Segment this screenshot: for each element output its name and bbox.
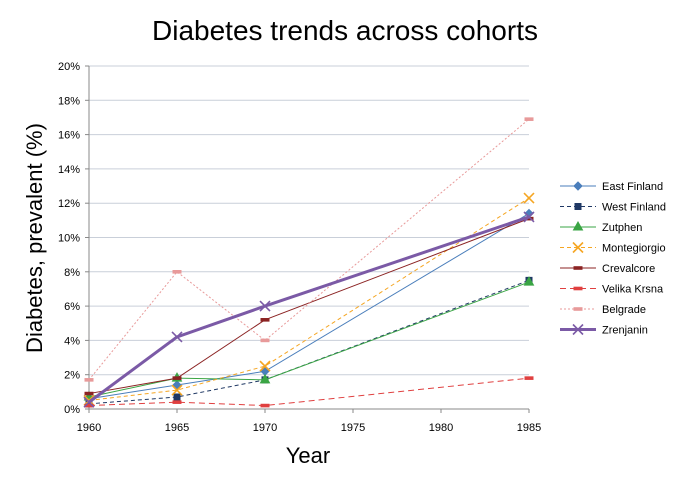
y-tick-label: 14% xyxy=(58,164,80,176)
series-lines xyxy=(83,117,535,408)
series-line xyxy=(88,279,530,405)
legend-marker xyxy=(573,181,583,191)
legend-label: Velika Krsna xyxy=(602,284,664,296)
data-point xyxy=(259,360,271,372)
axes: 0% 2% 4% 6% 8% 10% 12% 14% 16% 18% 20% 1960 1965 1970… xyxy=(58,61,541,434)
y-tick-label: 20% xyxy=(58,61,80,73)
grid-lines xyxy=(89,65,529,376)
y-tick-label: 4% xyxy=(64,335,80,347)
y-tick-label: 0% xyxy=(64,404,80,416)
marker-stroke xyxy=(171,331,183,343)
data-point xyxy=(523,276,535,286)
x-axis-title: Year xyxy=(286,443,330,468)
legend-item: West Finland xyxy=(560,202,666,214)
x-tick-label: 1965 xyxy=(165,422,189,434)
marker-stroke xyxy=(171,384,183,396)
legend-item: Zrenjanin xyxy=(560,323,648,337)
legend-marker xyxy=(573,307,583,311)
series-line xyxy=(88,218,530,395)
data-point xyxy=(171,384,183,396)
marker-stroke xyxy=(523,192,535,204)
y-tick-label: 8% xyxy=(64,267,80,279)
data-point xyxy=(524,216,534,221)
y-tick-label: 10% xyxy=(58,233,80,245)
legend-item: East Finland xyxy=(560,181,663,193)
legend-label: Montegiorgio xyxy=(602,243,666,255)
data-point xyxy=(173,393,181,401)
series-line xyxy=(88,281,530,398)
y-tick-label: 2% xyxy=(64,370,80,382)
x-tick-label: 1980 xyxy=(429,422,453,434)
series-line xyxy=(88,215,530,404)
series-line xyxy=(88,377,530,407)
data-point xyxy=(259,300,271,312)
legend-item: Belgrade xyxy=(560,304,646,316)
legend-marker xyxy=(572,323,584,336)
marker-stroke xyxy=(83,396,95,408)
data-point xyxy=(172,400,182,404)
series-west-finland xyxy=(85,276,533,408)
x-tick-label: 1960 xyxy=(77,422,101,434)
legend-item: Velika Krsna xyxy=(560,284,664,296)
marker-stroke xyxy=(572,241,584,254)
x-tick-label: 1985 xyxy=(517,422,541,434)
series-montegiorgio xyxy=(83,192,535,406)
series-zrenjanin xyxy=(83,211,535,408)
legend-item: Zutphen xyxy=(560,220,642,234)
legend-marker xyxy=(572,220,584,231)
x-tick-label: 1975 xyxy=(341,422,365,434)
data-point xyxy=(172,270,182,274)
data-point xyxy=(84,378,94,382)
chart-title: Diabetes trends across cohorts xyxy=(152,15,538,46)
legend-item: Montegiorgio xyxy=(560,241,666,255)
y-tick-label: 16% xyxy=(58,130,80,142)
series-line xyxy=(88,197,530,401)
data-point xyxy=(259,373,271,384)
legend-label: Zrenjanin xyxy=(602,325,648,337)
data-point xyxy=(171,331,183,343)
marker-stroke xyxy=(523,211,535,223)
data-point xyxy=(523,192,535,204)
data-point xyxy=(524,117,534,121)
marker-stroke xyxy=(259,360,271,372)
y-axis-title: Diabetes, prevalent (%) xyxy=(22,123,47,353)
series-line xyxy=(88,118,530,381)
marker-stroke xyxy=(259,300,271,312)
data-point xyxy=(172,380,182,390)
data-point xyxy=(260,338,270,343)
legend: East Finland West Finland Zutphen Montegior… xyxy=(560,181,666,337)
data-point xyxy=(172,376,182,380)
data-point xyxy=(83,396,95,408)
y-tick-label: 12% xyxy=(58,198,80,210)
series-belgrade xyxy=(84,117,534,382)
legend-label: Crevalcore xyxy=(602,263,655,275)
marker-stroke xyxy=(572,323,584,336)
x-tick-label: 1970 xyxy=(253,422,277,434)
legend-item: Crevalcore xyxy=(560,263,655,275)
series-velika-krsna xyxy=(84,376,534,408)
legend-label: West Finland xyxy=(602,202,666,214)
legend-marker xyxy=(573,266,583,270)
legend-label: East Finland xyxy=(602,181,663,193)
legend-marker xyxy=(573,286,583,291)
data-point xyxy=(84,391,94,396)
data-point xyxy=(84,403,94,408)
legend-marker xyxy=(572,241,584,254)
legend-label: Zutphen xyxy=(602,222,642,234)
legend-label: Belgrade xyxy=(602,304,646,316)
y-tick-label: 6% xyxy=(64,301,80,313)
data-point xyxy=(524,376,534,380)
data-point xyxy=(260,318,270,322)
legend-marker xyxy=(574,203,582,210)
series-crevalcore xyxy=(84,216,534,396)
data-point xyxy=(523,211,535,223)
y-tick-label: 18% xyxy=(58,95,80,107)
data-point xyxy=(260,403,270,408)
